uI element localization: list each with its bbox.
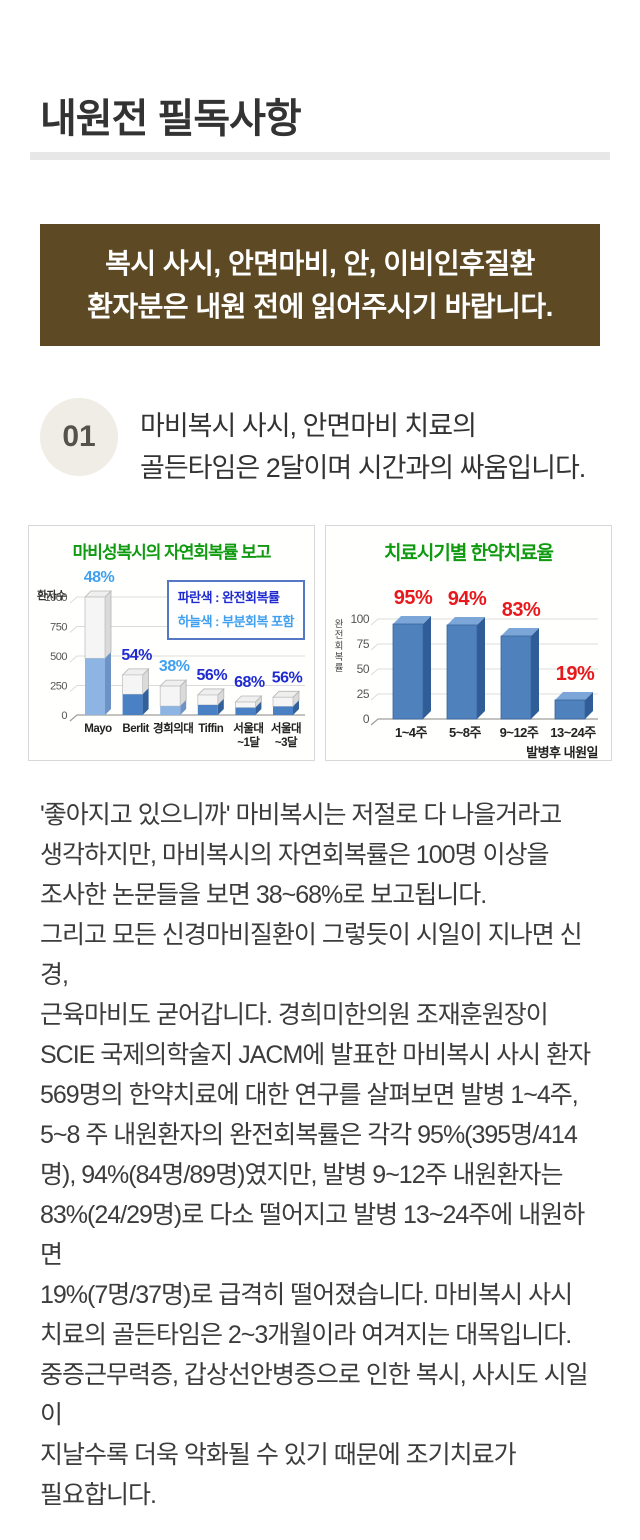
svg-text:0: 0 — [61, 710, 67, 722]
svg-text:완전회복률: 완전회복률 — [335, 619, 344, 674]
svg-text:19%: 19% — [556, 663, 595, 685]
svg-text:48%: 48% — [84, 569, 115, 586]
legend-complete-recovery: 파란색 : 완전회복률 — [177, 590, 280, 605]
svg-text:38%: 38% — [159, 658, 190, 675]
svg-text:250: 250 — [50, 681, 67, 693]
svg-text:750: 750 — [50, 622, 67, 634]
section-01-header: 01 마비복시 사시, 안면마비 치료의 골든타임은 2달이며 시간과의 싸움입… — [40, 398, 600, 489]
chart-herbal-treatment-rate: 치료시기별 한약치료율 0 25 50 75 100 완 전 회 복 률 95% 1~4주 94% 5~8… — [325, 525, 612, 761]
notice-line-1: 복시 사시, 안면마비, 안, 이비인후질환 — [105, 248, 535, 279]
svg-text:1000: 1000 — [45, 592, 68, 604]
svg-text:경희의대: 경희의대 — [153, 721, 193, 735]
title-divider — [30, 152, 610, 160]
svg-text:500: 500 — [50, 651, 67, 663]
svg-text:서울대: 서울대 — [233, 721, 263, 735]
notice-line-2: 환자분은 내원 전에 읽어주시기 바랍니다. — [87, 291, 553, 322]
charts-row: 마비성복시의 자연회복률 보고 0 250 500 750 1000 환자수 48% Mayo… — [28, 525, 612, 761]
svg-text:0: 0 — [363, 712, 370, 726]
svg-text:1~4주: 1~4주 — [395, 725, 428, 740]
section-heading-line-1: 마비복시 사시, 안면마비 치료의 — [140, 411, 477, 441]
svg-text:94%: 94% — [448, 588, 487, 610]
svg-text:83%: 83% — [502, 599, 541, 621]
svg-text:~1달: ~1달 — [237, 735, 260, 749]
svg-text:Tiffin: Tiffin — [198, 723, 223, 735]
chart-herbal-treatment-rate-plot: 0 25 50 75 100 완 전 회 복 률 95% 1~4주 94% 5~8주 83% 9~12주 19%… — [335, 587, 599, 760]
legend-partial-recovery: 하늘색 : 부분회복 포함 — [177, 614, 295, 629]
svg-text:100: 100 — [350, 612, 369, 626]
svg-text:56%: 56% — [272, 669, 303, 686]
chart-legend: 파란색 : 완전회복률 하늘색 : 부분회복 포함 — [166, 580, 305, 640]
notice-banner: 복시 사시, 안면마비, 안, 이비인후질환 환자분은 내원 전에 읽어주시기 … — [40, 224, 600, 346]
svg-text:68%: 68% — [234, 674, 265, 691]
svg-text:서울대: 서울대 — [271, 721, 301, 735]
section-number-badge: 01 — [40, 398, 118, 476]
svg-text:Mayo: Mayo — [84, 723, 112, 735]
svg-text:13~24주: 13~24주 — [550, 725, 596, 740]
svg-text:5~8주: 5~8주 — [449, 725, 482, 740]
svg-text:환자수: 환자수 — [37, 588, 66, 602]
svg-text:~3달: ~3달 — [275, 735, 298, 749]
body-paragraph: '좋아지고 있으니까' 마비복시는 저절로 다 나을거라고 생각하지만, 마비복… — [40, 801, 591, 1509]
svg-text:9~12주: 9~12주 — [500, 725, 539, 740]
svg-text:50: 50 — [357, 662, 370, 676]
section-heading-line-2: 골든타임은 2달이며 시간과의 싸움입니다. — [140, 453, 586, 483]
chart-natural-recovery: 마비성복시의 자연회복률 보고 0 250 500 750 1000 환자수 48% Mayo… — [28, 525, 315, 761]
svg-text:75: 75 — [357, 637, 370, 651]
section-heading: 마비복시 사시, 안면마비 치료의 골든타임은 2달이며 시간과의 싸움입니다. — [140, 405, 586, 489]
svg-text:95%: 95% — [394, 587, 433, 609]
svg-text:25: 25 — [357, 687, 370, 701]
chart-natural-recovery-title: 마비성복시의 자연회복률 보고 — [72, 543, 272, 562]
svg-text:Berlit: Berlit — [122, 723, 149, 735]
svg-text:발병후 내원일: 발병후 내원일 — [526, 745, 598, 760]
chart-herbal-treatment-rate-title: 치료시기별 한약치료율 — [383, 543, 554, 564]
page-title: 내원전 필독사항 — [40, 97, 302, 141]
svg-text:56%: 56% — [197, 667, 228, 684]
svg-text:54%: 54% — [121, 647, 152, 664]
